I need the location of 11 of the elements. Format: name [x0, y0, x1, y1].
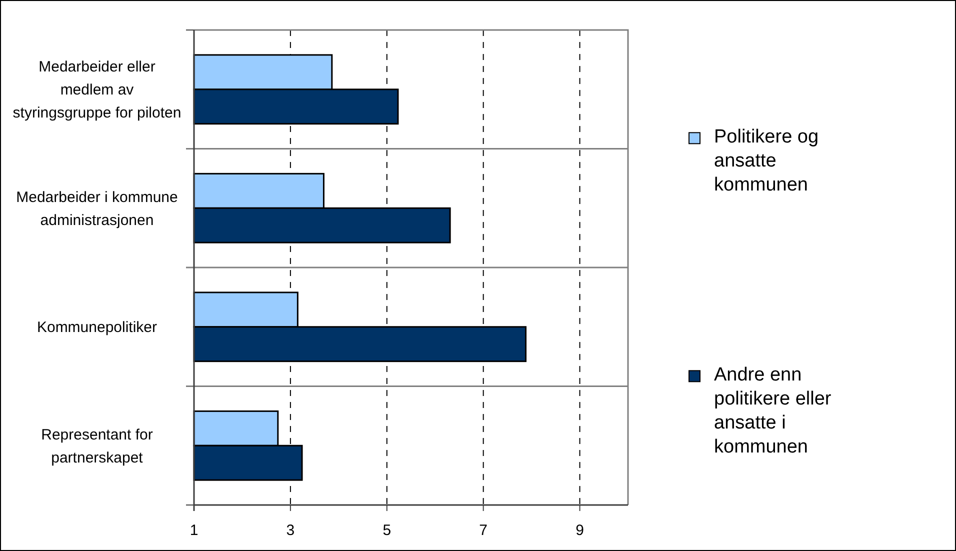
legend-label: Andre enn politikere eller ansatte i kommunen: [714, 364, 832, 458]
y-tick-label: Representant for partnerskapet: [41, 426, 153, 466]
y-tick-label: Kommunepolitiker: [36, 319, 158, 336]
x-tick-label: 1: [190, 522, 198, 539]
legend-label: Politikere og ansatte kommunen: [714, 126, 819, 196]
x-tick-label: 9: [576, 522, 584, 539]
y-tick-label: Medarbeider i kommune administrasjonen: [16, 188, 178, 229]
x-tick-label: 3: [286, 522, 295, 539]
y-tick-label: Medarbeider eller medlem av styringsgruppe for piloten: [12, 58, 182, 122]
x-tick-label: 7: [479, 522, 488, 539]
x-tick-label: 5: [382, 522, 392, 539]
